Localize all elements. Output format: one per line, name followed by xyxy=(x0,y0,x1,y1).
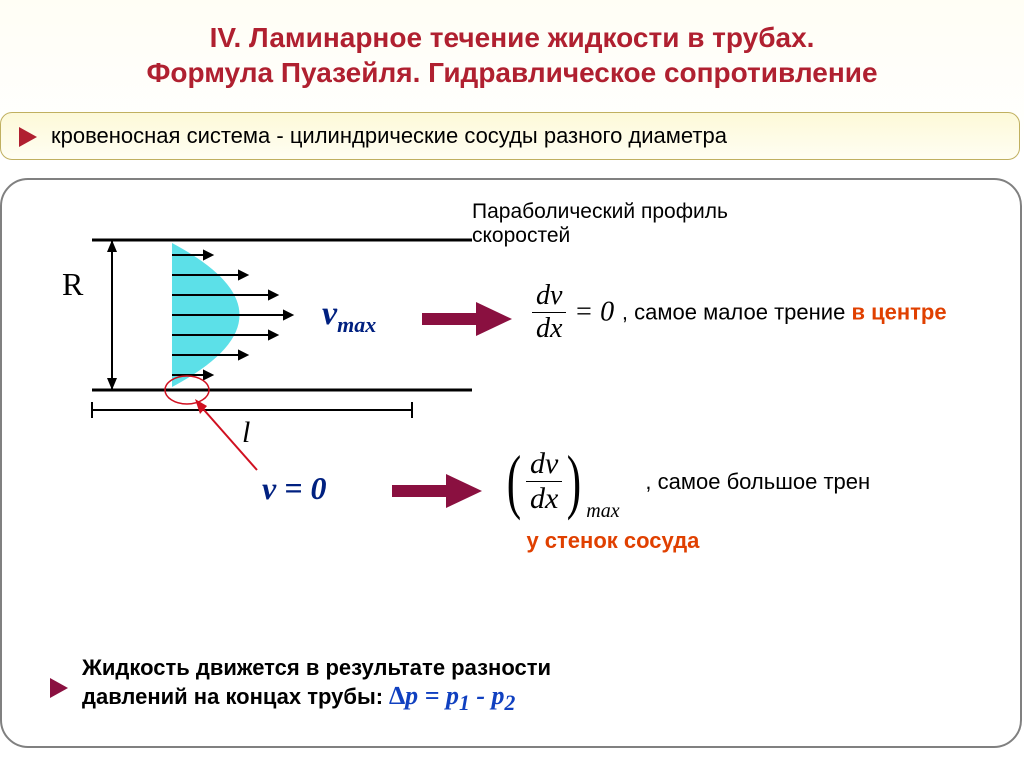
arrow-right-icon xyxy=(19,127,37,147)
label-vmax: vmax xyxy=(322,295,376,338)
arrow-icon-2 xyxy=(392,474,482,508)
title-line-2: Формула Пуазейля. Гидравлическое сопроти… xyxy=(146,57,877,88)
label-l: l xyxy=(242,416,250,449)
callout-text: кровеносная система - цилиндрические сос… xyxy=(51,123,727,148)
profile-caption: Параболический профиль скоростей xyxy=(472,200,728,248)
label-r: R xyxy=(62,266,84,302)
label-v-zero: v = 0 xyxy=(262,470,326,507)
slide-title: IV. Ламинарное течение жидкости в трубах… xyxy=(0,0,1024,100)
content-panel: R l vmax v = 0 Параболический профиль с xyxy=(0,178,1022,748)
pipe-diagram: R l xyxy=(32,210,472,500)
arrow-icon-1 xyxy=(422,302,512,336)
arrow-right-icon xyxy=(50,678,68,698)
equation-1: dv dx = 0 , самое малое трение в центре xyxy=(532,280,947,345)
callout-box: кровеносная система - цилиндрические сос… xyxy=(0,112,1020,160)
title-line-1: IV. Ламинарное течение жидкости в трубах… xyxy=(210,22,815,53)
footer-statement: Жидкость движется в результате разности … xyxy=(82,655,551,716)
equation-2: ( dv dx )max , самое большое трен у стен… xyxy=(502,440,870,555)
